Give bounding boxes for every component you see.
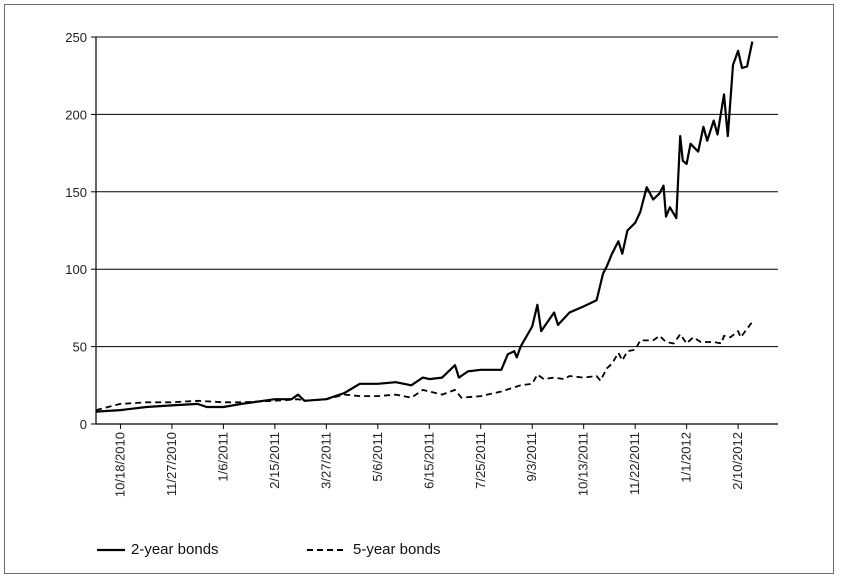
y-tick-label: 200 [65, 107, 87, 122]
x-tick-label: 3/27/2011 [318, 432, 333, 489]
x-tick-label: 6/15/2011 [421, 432, 436, 489]
legend-label-2-year: 2-year bonds [131, 541, 219, 558]
x-tick-label: 10/18/2010 [112, 432, 127, 497]
x-tick-label: 11/22/2011 [627, 432, 642, 495]
legend-swatch-solid [97, 548, 125, 551]
y-tick-label: 50 [73, 340, 87, 355]
series-line-5-year [95, 321, 754, 411]
legend-swatch-dashed [307, 548, 347, 551]
x-tick-label: 11/27/2010 [164, 432, 179, 496]
y-tick-label: 0 [80, 417, 87, 432]
y-tick-label: 150 [65, 185, 87, 200]
x-tick-label: 7/25/2011 [473, 432, 488, 489]
legend-label-5-year: 5-year bonds [353, 541, 441, 558]
chart-frame: 0 50 100 150 200 250 10/18/2010 11/27/2010 1/6/2… [4, 4, 834, 574]
line-chart: 0 50 100 150 200 250 10/18/2010 11/27/2010 1/6/2… [65, 30, 778, 497]
x-tick-label: 10/13/2011 [576, 432, 591, 496]
x-tick-label: 9/3/2011 [524, 432, 539, 482]
x-tick-label: 2/15/2011 [267, 432, 282, 489]
x-tick-label: 2/10/2012 [730, 432, 745, 490]
legend-item-2-year: 2-year bonds [97, 541, 219, 558]
legend-item-5-year: 5-year bonds [307, 541, 441, 558]
x-tick-label: 1/1/2012 [679, 432, 694, 483]
y-tick-label: 100 [65, 262, 87, 277]
x-tick-label: 5/6/2011 [370, 432, 385, 482]
y-tick-label: 250 [65, 30, 87, 45]
x-tick-label: 1/6/2011 [215, 432, 230, 482]
series-line-2-year [95, 41, 754, 413]
